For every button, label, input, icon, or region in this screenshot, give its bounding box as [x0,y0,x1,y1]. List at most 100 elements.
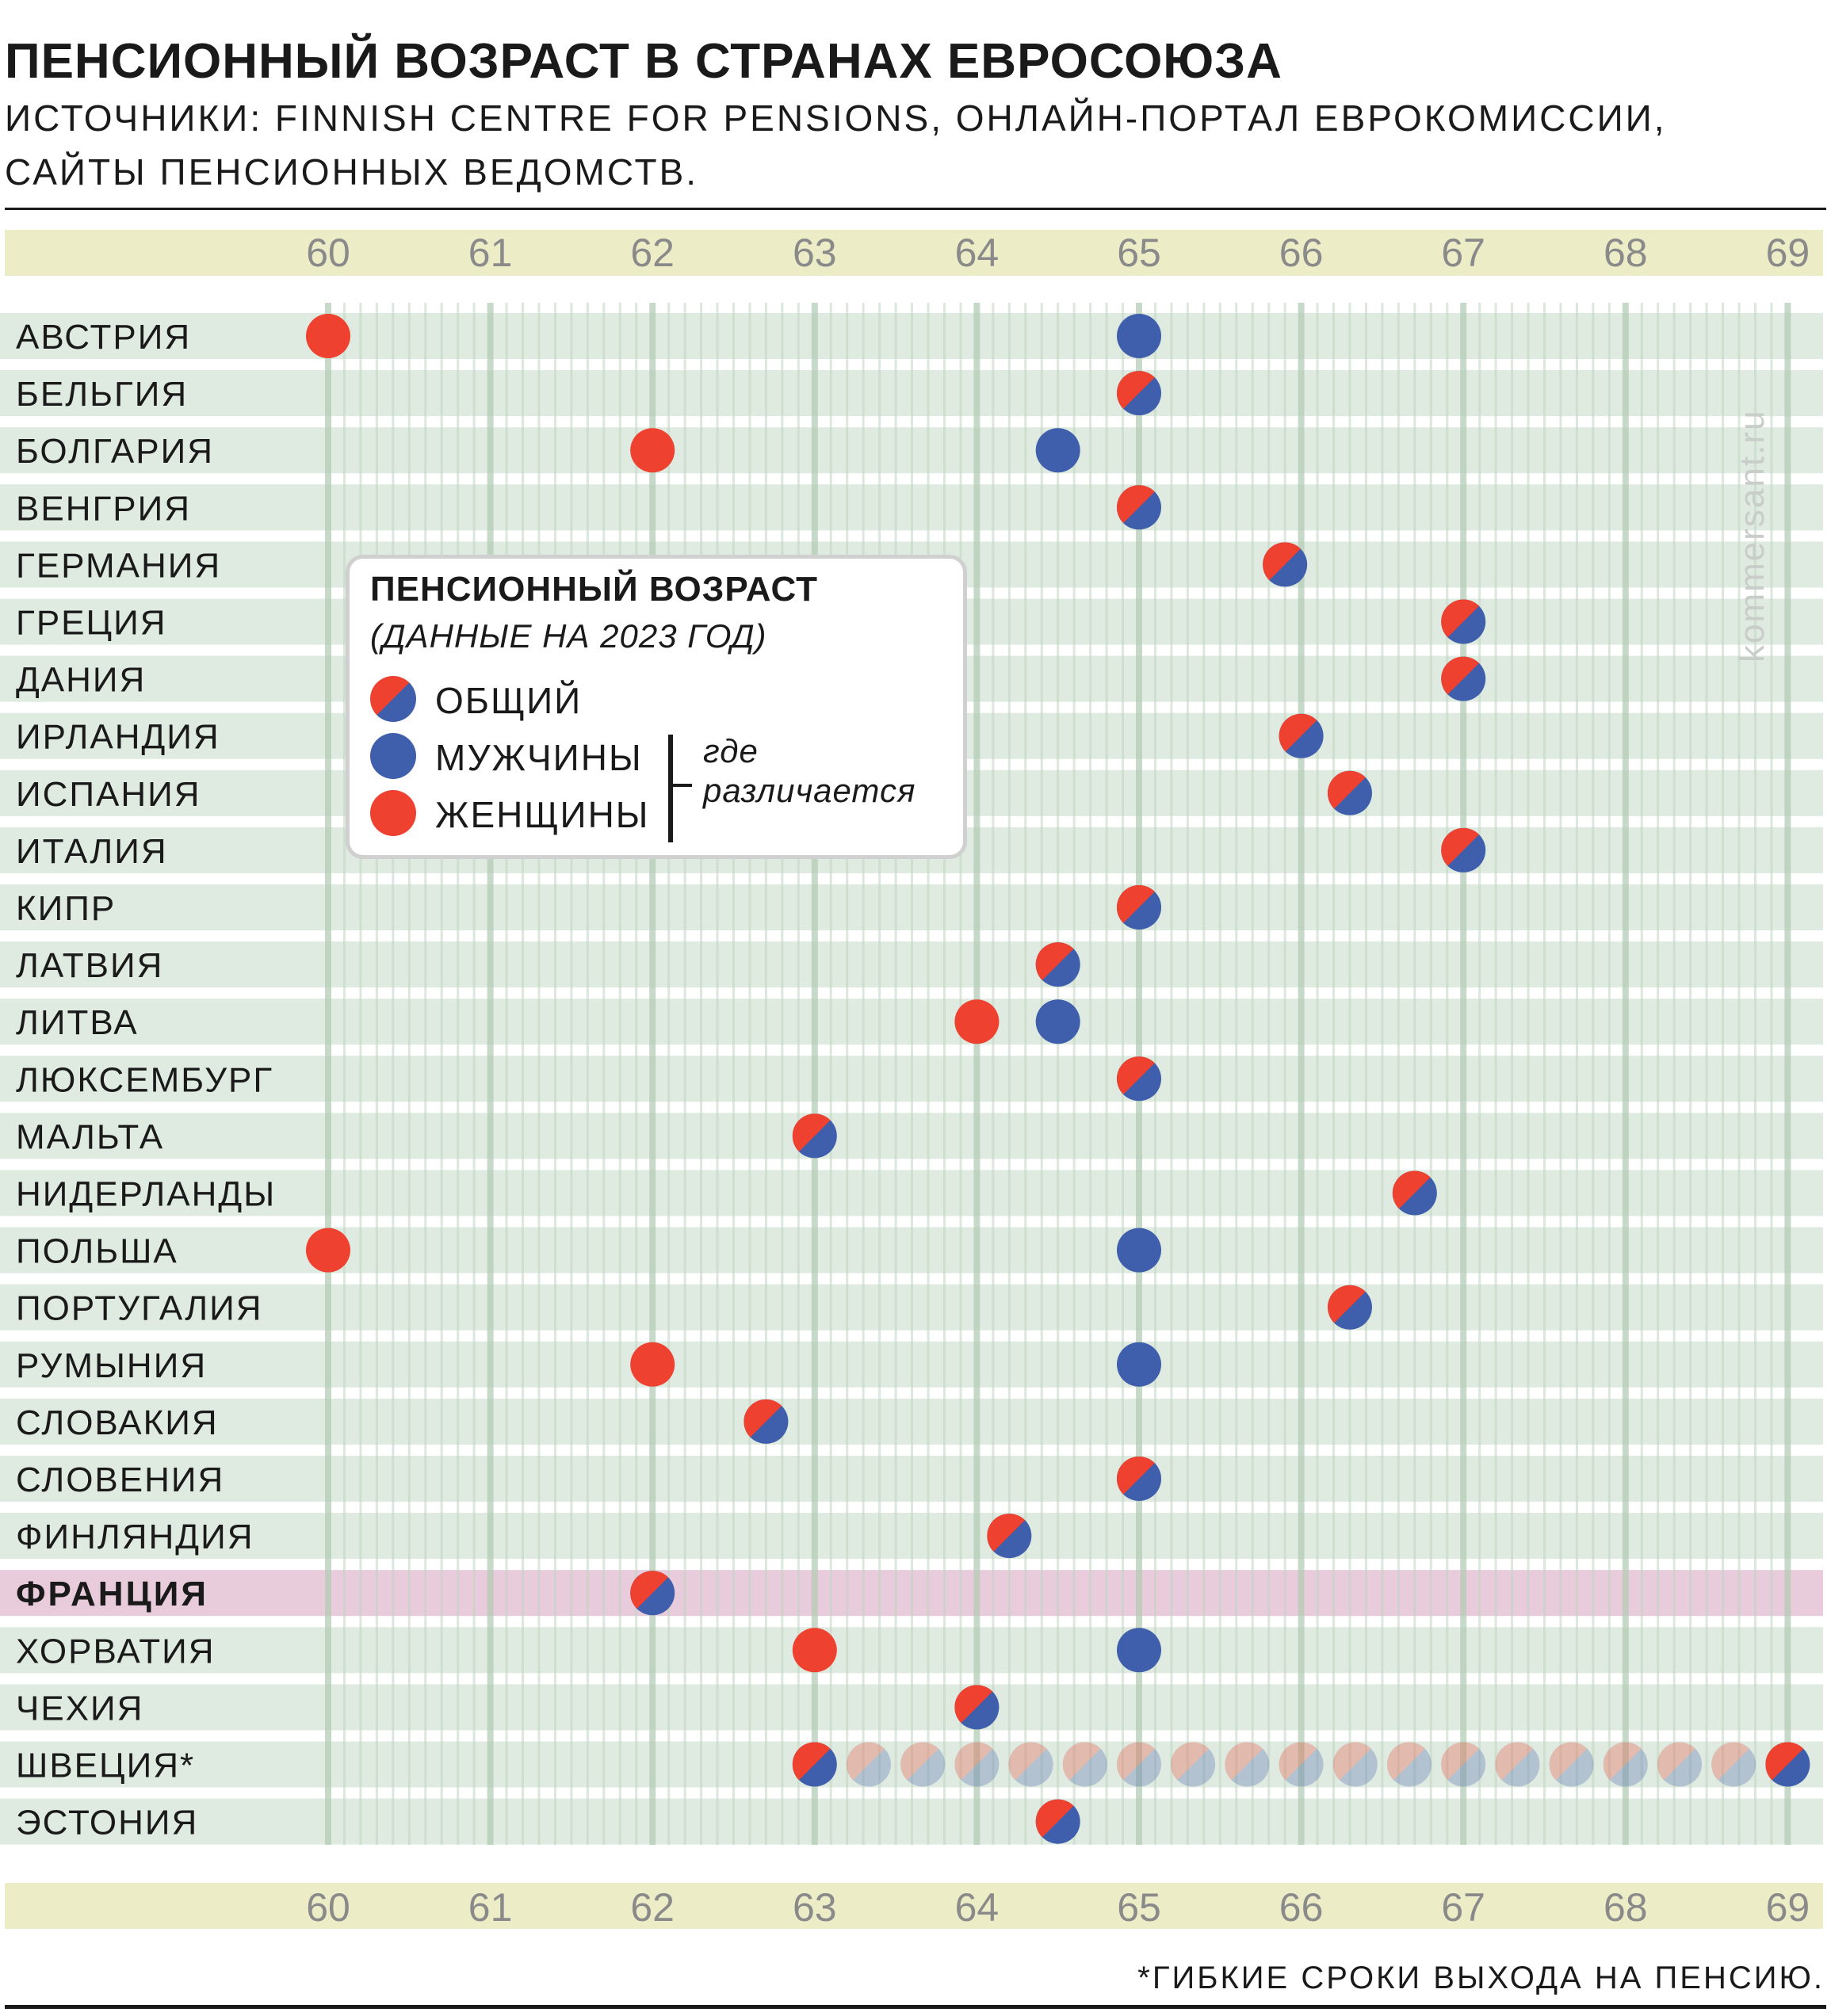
marker-general-люксембург [1117,1056,1161,1102]
marker-general-словакия [743,1399,789,1444]
marker-women-литва [954,999,1000,1044]
legend: ПЕНСИОННЫЙ ВОЗРАСТ (ДАННЫЕ НА 2023 ГОД) … [346,555,967,859]
marker-flexible-швеция [1225,1742,1270,1787]
country-label-латвия: ЛАТВИЯ [16,946,163,985]
country-label-литва: ЛИТВА [16,1003,139,1042]
x-tick-label-bottom: 60 [306,1885,350,1930]
country-label-хорватия: ХОРВАТИЯ [16,1632,216,1670]
marker-general-испания [1327,770,1372,815]
pension-age-chart: 60 61 62 63 64 65 66 67 68 69 60 61 62 63 64 65 66 67 68 69… [0,230,1823,1930]
marker-flexible-швеция [1332,1742,1378,1787]
legend-note-line-1: где [703,732,759,769]
legend-bracket-tick [668,784,692,787]
x-tick-label-top: 64 [955,231,1000,275]
country-label-румыния: РУМЫНИЯ [16,1346,207,1385]
x-tick-label-top: 65 [1117,231,1161,275]
country-label-кипр: КИПР [16,889,116,928]
marker-men-half [847,1742,891,1787]
legend-label-women: ЖЕНЩИНЫ [435,794,650,835]
sources-line-2: САЙТЫ ПЕНСИОННЫХ ВЕДОМСТВ. [5,151,699,193]
marker-men-half [1657,1742,1702,1787]
marker-men-хорватия [1117,1628,1161,1673]
marker-women-австрия [306,314,350,358]
marker-men-half [1495,1742,1540,1787]
country-label-финляндия: ФИНЛЯНДИЯ [16,1518,254,1556]
x-tick-label-top: 68 [1604,231,1648,275]
country-label-бельгия: БЕЛЬГИЯ [16,375,188,414]
country-label-словения: СЛОВЕНИЯ [16,1460,224,1499]
marker-flexible-швеция [1008,1742,1053,1787]
marker-general-словения [1117,1457,1161,1501]
marker-men-польша [1117,1228,1161,1273]
marker-flexible-швеция [1062,1742,1107,1787]
legend-bracket [668,735,673,842]
country-label-эстония: ЭСТОНИЯ [16,1804,198,1842]
country-label-болгария: БОЛГАРИЯ [16,432,214,471]
x-tick-label-bottom: 69 [1766,1885,1810,1930]
marker-flexible-швеция [1603,1742,1648,1787]
marker-men-half [1008,1742,1053,1787]
country-label-люксембург: ЛЮКСЕМБУРГ [16,1060,273,1099]
marker-men-болгария [1035,428,1080,473]
marker-flexible-швеция [1495,1742,1540,1787]
top-rule [5,208,1826,210]
marker-flexible-швеция [954,1742,1000,1787]
country-label-испания: ИСПАНИЯ [16,775,201,814]
marker-men-half [1603,1742,1648,1787]
marker-general-max-швеция [1765,1742,1810,1787]
marker-men-half [1279,1742,1324,1787]
women-marker-icon [370,790,416,836]
country-label-португалия: ПОРТУГАЛИЯ [16,1289,263,1328]
legend-label-general: ОБЩИЙ [435,680,583,721]
marker-general-греция [1441,599,1486,644]
marker-flexible-швеция [847,1742,891,1787]
x-tick-label-bottom: 65 [1117,1885,1161,1930]
country-label-мальта: МАЛЬТА [16,1117,164,1156]
country-label-чехия: ЧЕХИЯ [16,1689,143,1728]
marker-general-италия [1441,827,1486,872]
marker-men-half [1171,1742,1216,1787]
watermark: kommersant.ru [1733,409,1772,662]
x-tick-label-bottom: 68 [1604,1885,1648,1930]
marker-flexible-швеция [1711,1742,1756,1787]
marker-men-half [1711,1742,1756,1787]
axis-band-bottom [5,1883,1823,1929]
country-label-швеция: ШВЕЦИЯ* [16,1747,195,1785]
marker-men-half [900,1742,946,1787]
x-tick-label-top: 61 [468,231,513,275]
marker-men-half [1332,1742,1378,1787]
marker-men-half [1062,1742,1107,1787]
men-marker-icon [370,733,416,779]
legend-title: ПЕНСИОННЫЙ ВОЗРАСТ [370,570,819,609]
country-label-нидерланды: НИДЕРЛАНДЫ [16,1175,276,1214]
marker-flexible-швеция [1117,1742,1161,1787]
legend-subtitle: (ДАННЫЕ НА 2023 ГОД) [370,617,767,655]
marker-flexible-швеция [900,1742,946,1787]
x-tick-label-top: 62 [630,231,675,275]
marker-flexible-швеция [1549,1742,1594,1787]
legend-note: где различается [703,731,915,811]
x-tick-label-top: 69 [1766,231,1810,275]
sources-line-1: ИСТОЧНИКИ: FINNISH CENTRE FOR PENSIONS, … [5,97,1667,139]
country-label-германия: ГЕРМАНИЯ [16,546,221,585]
marker-flexible-швеция [1171,1742,1216,1787]
marker-general-ирландия [1279,713,1324,758]
marker-general-бельгия [1117,371,1161,416]
country-label-италия: ИТАЛИЯ [16,832,168,871]
marker-general-кипр [1117,885,1161,930]
marker-general-дания [1441,656,1486,701]
bottom-rule [5,2005,1826,2009]
x-tick-label-top: 66 [1279,231,1324,275]
footnote: *ГИБКИЕ СРОКИ ВЫХОДА НА ПЕНСИЮ. [1137,1961,1825,1995]
x-axis-bands: 60 61 62 63 64 65 66 67 68 69 60 61 62 63 64 65 66 67 68 69 [5,230,1823,1930]
marker-flexible-швеция [1387,1742,1432,1787]
general-marker-icon [370,676,416,722]
country-label-венгрия: ВЕНГРИЯ [16,489,191,528]
marker-flexible-швеция [1279,1742,1324,1787]
marker-women-польша [306,1228,350,1273]
marker-men-half [1549,1742,1594,1787]
country-label-ирландия: ИРЛАНДИЯ [16,718,220,757]
axis-band-top [5,230,1823,276]
marker-general-эстония [1035,1799,1080,1844]
marker-general-латвия [1035,942,1080,987]
